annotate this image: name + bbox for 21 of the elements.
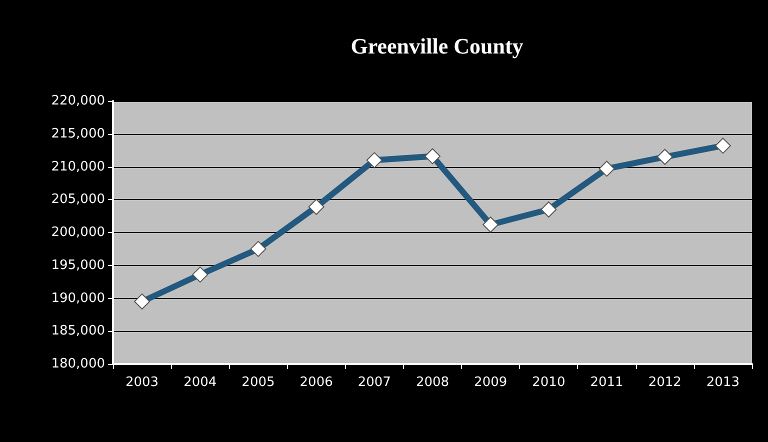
y-tick-label: 190,000 <box>51 290 105 306</box>
x-tick-label: 2011 <box>590 375 624 390</box>
x-tick-label: 2004 <box>184 375 217 390</box>
x-tick-label: 2008 <box>416 375 450 390</box>
y-tick-label: 205,000 <box>51 192 105 208</box>
x-tick-label: 2010 <box>532 375 566 390</box>
y-tick-label: 195,000 <box>51 258 105 273</box>
y-tick-label: 215,000 <box>51 126 105 142</box>
chart-title: Greenville County <box>350 34 524 58</box>
y-tick-label: 200,000 <box>51 225 105 240</box>
y-tick-label: 180,000 <box>51 356 105 372</box>
x-tick-label: 2007 <box>358 375 391 390</box>
x-tick-label: 2013 <box>706 375 740 390</box>
y-tick-label: 220,000 <box>51 94 105 108</box>
x-tick-label: 2009 <box>474 375 508 390</box>
y-tick-label: 185,000 <box>51 324 105 339</box>
x-tick-label: 2005 <box>242 375 275 390</box>
x-tick-label: 2003 <box>126 375 159 390</box>
y-tick-label: 210,000 <box>51 159 105 174</box>
x-tick-label: 2012 <box>648 375 682 390</box>
x-tick-label: 2006 <box>300 375 333 390</box>
